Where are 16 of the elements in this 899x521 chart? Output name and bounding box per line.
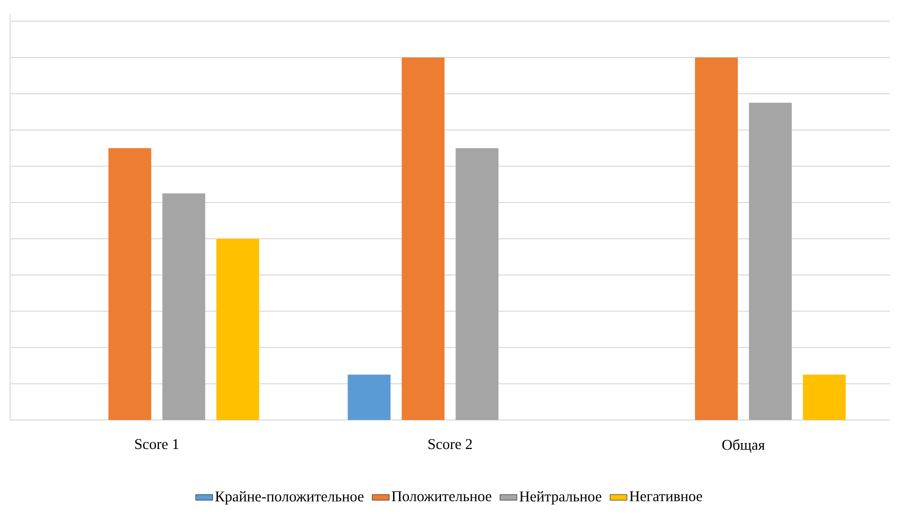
bar [108,148,152,420]
legend-label: Нейтральное [520,491,602,505]
bar [694,58,738,420]
legend-label: Положительное [392,491,492,502]
legend-label: Крайне-положительное [215,491,364,505]
x-tick-label: Score 1 [135,439,178,450]
bar [748,102,792,420]
bar [456,148,498,420]
bar [348,374,391,420]
bar [402,58,445,420]
legend-label: Негативное [630,491,702,502]
x-tick-label: Score 2 [428,439,472,450]
x-tick-label: Общая [722,439,765,454]
bar [162,194,206,420]
bar [216,238,260,420]
bar [802,374,846,420]
